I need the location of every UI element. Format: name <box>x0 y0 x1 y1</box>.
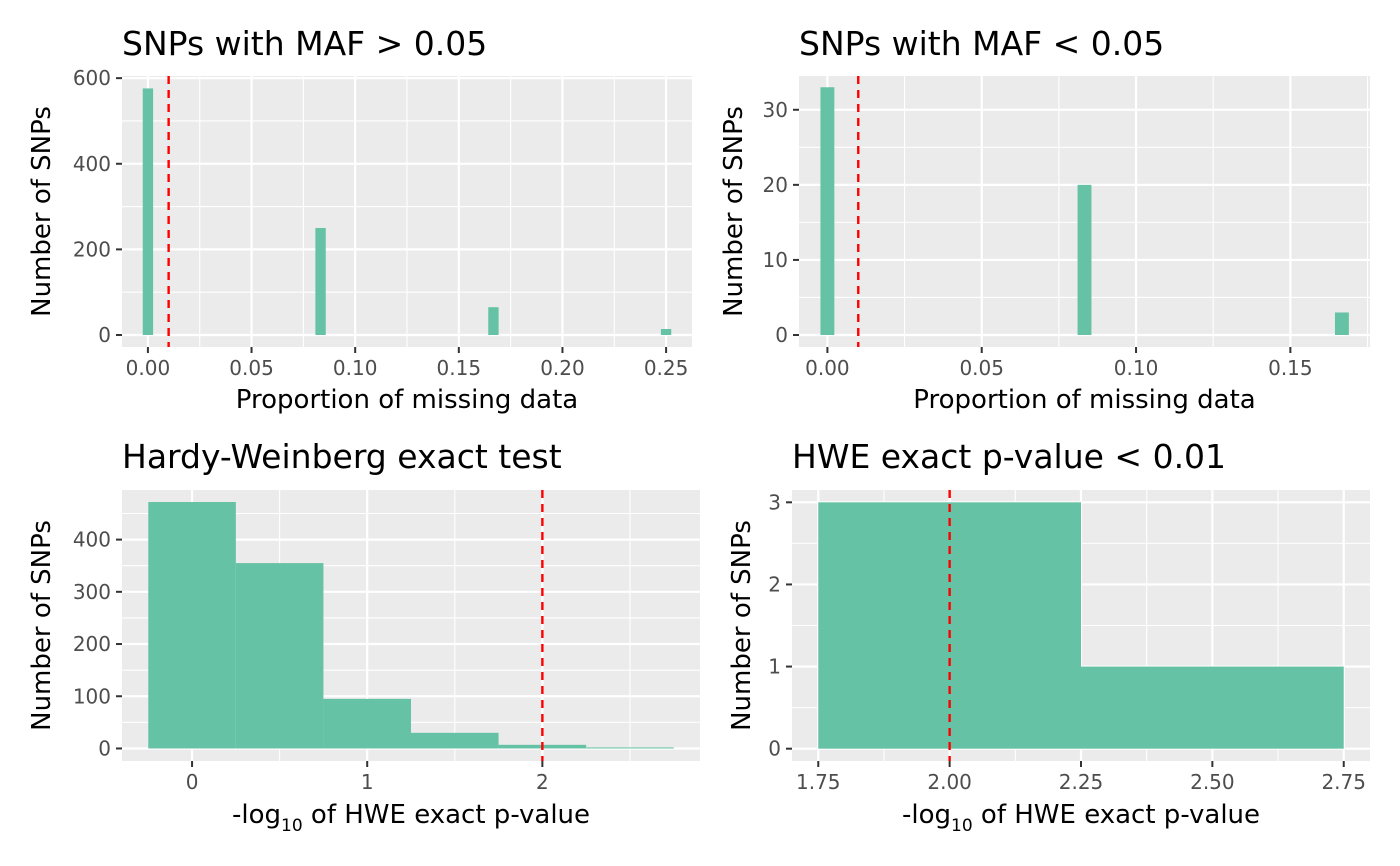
x-tick-label: 2.50 <box>1190 770 1235 794</box>
x-axis-title-part: -log <box>902 800 951 830</box>
x-tick-label: 2.25 <box>1059 770 1104 794</box>
y-tick-label: 2 <box>768 572 781 596</box>
panel-title: SNPs with MAF > 0.05 <box>122 24 487 63</box>
histogram-bar <box>148 502 236 749</box>
y-tick-label: 10 <box>763 248 788 272</box>
x-axis-title-subscript: 10 <box>281 816 303 836</box>
y-tick-label: 0 <box>98 323 111 347</box>
histogram-bar <box>1334 312 1349 335</box>
y-tick-label: 30 <box>763 98 788 122</box>
x-tick-label: 0.10 <box>1114 356 1159 380</box>
histogram-bar <box>586 747 674 749</box>
panel-hwe-pvalue-below: 1.75 2.00 2.25 2.50 2.75 0 1 2 3 HWE exact p-valu… <box>727 437 1370 836</box>
y-tick-label: 0 <box>775 323 788 347</box>
histogram-bar <box>142 88 154 336</box>
histogram-bar <box>323 698 411 749</box>
x-tick-label: 0.20 <box>540 356 585 380</box>
panel-missing-maf-below: 0.00 0.05 0.10 0.15 0 10 20 30 SNPs with MAF < 0… <box>719 24 1370 415</box>
panel-missing-maf-above: 0.00 0.05 0.10 0.15 0.20 0.25 0 200 400 600 SNPs w… <box>27 24 692 415</box>
panel-title: Hardy-Weinberg exact test <box>122 437 562 476</box>
x-tick-label: 1.75 <box>796 770 841 794</box>
y-axis-title: Number of SNPs <box>727 520 757 731</box>
histogram-bar <box>1077 184 1092 335</box>
x-axis-title: -log10 of HWE exact p-value <box>232 800 590 836</box>
x-tick-label: 0 <box>186 770 199 794</box>
x-tick-label: 0.15 <box>1268 356 1313 380</box>
histogram-bar <box>820 87 835 335</box>
y-tick-label: 600 <box>73 66 111 90</box>
x-axis-title: Proportion of missing data <box>236 385 578 415</box>
panel-hwe-exact-test: 0 1 2 0 100 200 300 400 Hardy-Weinberg exact tes… <box>27 437 700 836</box>
x-tick-label: 0.00 <box>126 356 171 380</box>
y-tick-label: 20 <box>763 173 788 197</box>
panel-title: HWE exact p-value < 0.01 <box>792 437 1226 476</box>
histogram-bar <box>315 227 326 336</box>
histogram-bar <box>1081 666 1344 749</box>
y-tick-label: 0 <box>768 737 781 761</box>
x-tick-label: 1 <box>361 770 374 794</box>
x-tick-label: 2.00 <box>927 770 972 794</box>
histogram-bar <box>235 563 324 749</box>
x-axis-title-part: of HWE exact p-value <box>303 800 590 830</box>
y-tick-label: 1 <box>768 655 781 679</box>
x-tick-label: 2.75 <box>1321 770 1366 794</box>
histogram-bar <box>488 307 499 336</box>
y-tick-label: 400 <box>73 152 111 176</box>
y-axis-title: Number of SNPs <box>27 520 57 731</box>
x-axis-title: Proportion of missing data <box>913 385 1255 415</box>
y-tick-label: 200 <box>73 632 111 656</box>
panel-title: SNPs with MAF < 0.05 <box>799 24 1164 63</box>
x-tick-label: 0.25 <box>644 356 689 380</box>
x-axis-title: -log10 of HWE exact p-value <box>902 800 1260 836</box>
x-tick-label: 2 <box>536 770 549 794</box>
y-tick-label: 400 <box>73 528 111 552</box>
x-tick-label: 0.10 <box>333 356 378 380</box>
x-tick-label: 0.05 <box>959 356 1004 380</box>
y-tick-label: 200 <box>73 237 111 261</box>
x-tick-label: 0.05 <box>229 356 274 380</box>
x-axis-title-part: of HWE exact p-value <box>973 800 1260 830</box>
y-axis-title: Number of SNPs <box>719 106 749 317</box>
y-tick-label: 3 <box>768 490 781 514</box>
histogram-bar <box>660 329 672 336</box>
y-axis-title: Number of SNPs <box>27 106 57 317</box>
y-tick-label: 100 <box>73 684 111 708</box>
x-tick-label: 0.15 <box>437 356 482 380</box>
y-tick-label: 300 <box>73 580 111 604</box>
histogram-bar <box>411 732 499 749</box>
x-tick-label: 0.00 <box>805 356 850 380</box>
y-tick-label: 0 <box>98 736 111 760</box>
x-axis-title-subscript: 10 <box>951 816 973 836</box>
x-axis-title-part: -log <box>232 800 281 830</box>
